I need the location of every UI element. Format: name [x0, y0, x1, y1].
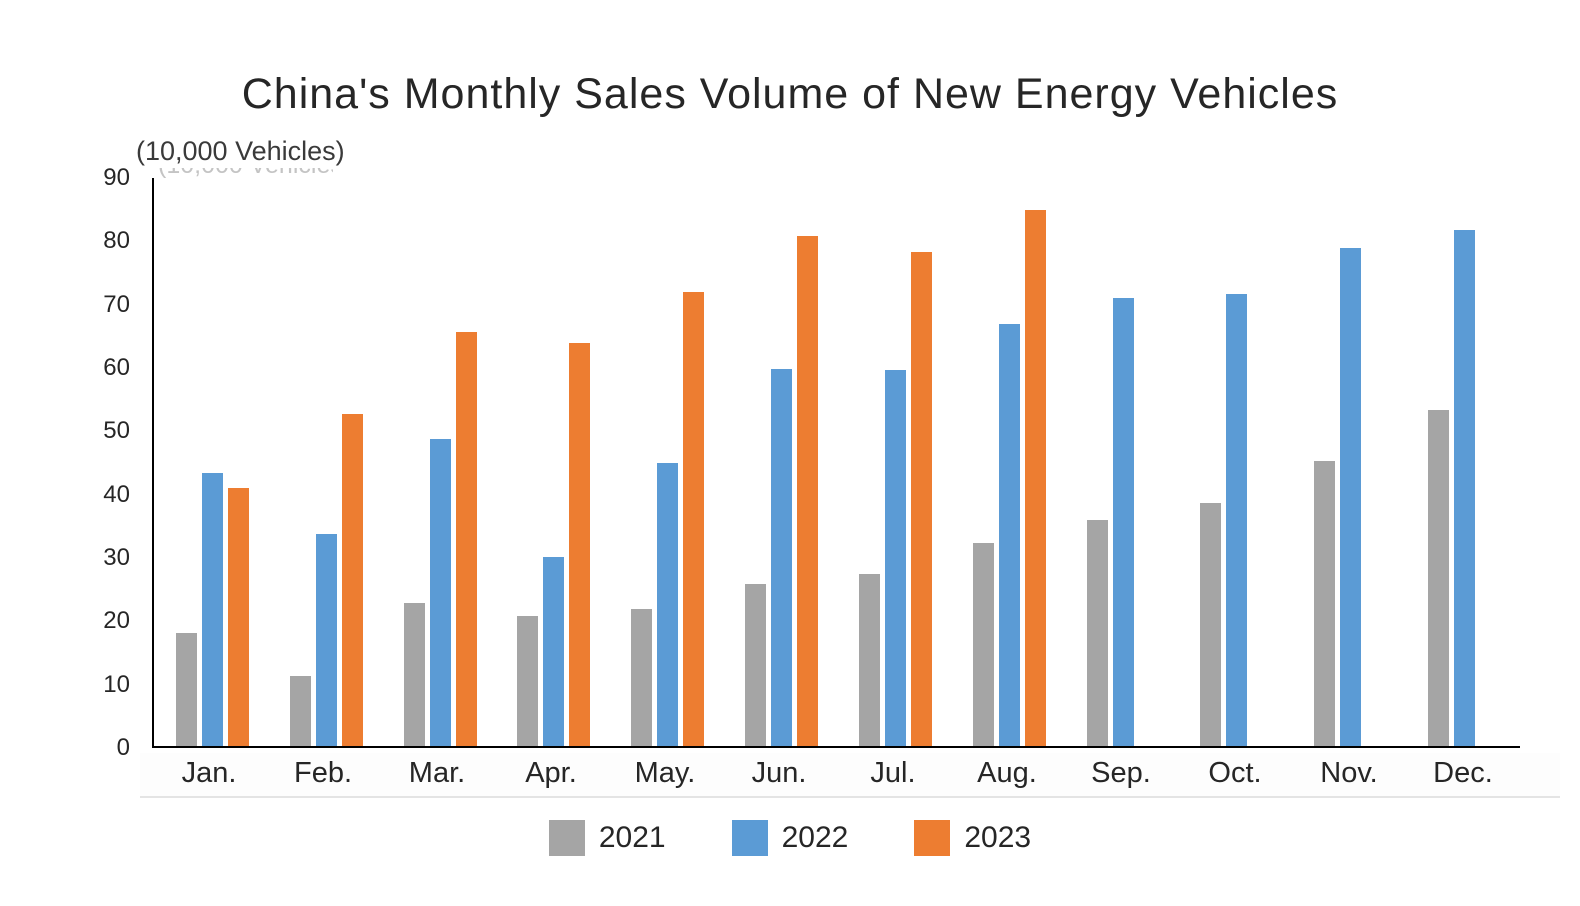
bar-2023-jan [228, 487, 249, 746]
bar-2023-apr [569, 343, 591, 746]
bar-2022-apr [543, 556, 565, 746]
bar-2023-feb [341, 413, 363, 746]
legend-swatch-2021 [548, 820, 585, 856]
bar-2023-aug [1024, 210, 1046, 746]
bar-2023-jul [910, 252, 932, 746]
y-axis-unit-label: (10,000 Vehicles) [136, 136, 345, 166]
plot-area [152, 178, 1520, 748]
bar-group-feb [268, 178, 382, 746]
chart-title: China's Monthly Sales Volume of New Ener… [241, 70, 1339, 118]
y-tick-label-40: 40 [103, 480, 130, 508]
bar-2022-jun [771, 368, 793, 746]
bar-group-nov [1292, 178, 1406, 746]
bar-2021-feb [289, 676, 311, 746]
x-label-may: May. [634, 757, 696, 789]
legend-label-2021: 2021 [598, 821, 666, 854]
legend-swatch-2022 [731, 820, 768, 856]
x-label-oct: Oct. [1208, 757, 1262, 789]
bar-2022-may [657, 462, 679, 746]
y-tick-label-90: 90 [103, 164, 130, 191]
clipped-ghost-label: (10,000 Vehicles) [158, 168, 333, 179]
bar-2023-mar [455, 332, 477, 746]
bar-group-oct [1178, 178, 1292, 746]
bar-2021-jun [745, 583, 767, 746]
bar-group-mar [382, 178, 496, 746]
bar-group-jul [837, 178, 951, 746]
x-axis-category-labels: Jan. Feb. Mar. Apr. May. Jun. Jul. Aug. Sep. Oct.… [152, 757, 1520, 790]
x-label-aug: Aug. [977, 757, 1037, 789]
bar-2023-may [683, 291, 705, 746]
bar-2021-mar [403, 602, 425, 746]
legend: 2021 2022 2023 [0, 820, 1580, 856]
bar-group-aug [951, 178, 1065, 746]
y-tick-label-60: 60 [103, 354, 130, 381]
x-axis-label-strip [140, 753, 1560, 798]
bar-2021-jan [176, 632, 197, 746]
x-label-feb: Feb. [293, 757, 353, 789]
x-label-jun: Jun. [751, 757, 807, 789]
bar-group-jan [154, 178, 268, 746]
bar-group-may [609, 178, 723, 746]
bar-2021-may [631, 608, 653, 746]
bar-2022-oct [1226, 293, 1248, 746]
bar-2021-sep [1086, 519, 1108, 746]
bar-2022-nov [1340, 248, 1362, 746]
x-label-nov: Nov. [1320, 757, 1378, 789]
bar-2022-dec [1454, 230, 1476, 746]
x-label-sep: Sep. [1091, 757, 1151, 789]
bar-group-dec [1406, 178, 1520, 746]
bar-2021-nov [1314, 461, 1336, 746]
bar-2021-jul [858, 574, 880, 746]
legend-item-2023: 2023 [914, 820, 1031, 856]
bar-2023-jun [797, 235, 819, 746]
bar-2021-apr [517, 615, 539, 746]
x-label-dec: Dec. [1433, 757, 1493, 789]
y-tick-label-0: 0 [116, 734, 130, 761]
legend-item-2022: 2022 [731, 820, 849, 856]
y-tick-label-70: 70 [103, 290, 130, 318]
legend-label-2023: 2023 [964, 821, 1032, 854]
y-tick-label-30: 30 [103, 544, 130, 571]
bar-2021-oct [1200, 503, 1222, 746]
y-tick-label-80: 80 [103, 227, 130, 255]
legend-swatch-2023 [914, 820, 951, 856]
y-tick-label-50: 50 [103, 417, 130, 445]
bar-2022-mar [429, 439, 451, 746]
x-label-jul: Jul. [870, 757, 916, 789]
bar-group-apr [495, 178, 609, 746]
y-tick-label-10: 10 [103, 670, 130, 698]
bar-group-sep [1065, 178, 1179, 746]
y-tick-label-20: 20 [103, 607, 130, 635]
x-label-mar: Mar. [408, 757, 466, 789]
bar-2022-sep [1112, 297, 1134, 746]
bar-group-jun [723, 178, 837, 746]
legend-item-2021: 2021 [548, 820, 666, 856]
bar-2021-dec [1428, 409, 1450, 746]
bar-2022-jan [202, 473, 223, 746]
bar-2022-feb [315, 534, 337, 746]
bar-2022-aug [998, 324, 1020, 746]
legend-label-2022: 2022 [781, 821, 849, 854]
x-label-jan: Jan. [181, 757, 237, 789]
bar-2021-aug [972, 542, 994, 746]
x-label-apr: Apr. [525, 757, 577, 789]
bar-2022-jul [884, 370, 906, 746]
